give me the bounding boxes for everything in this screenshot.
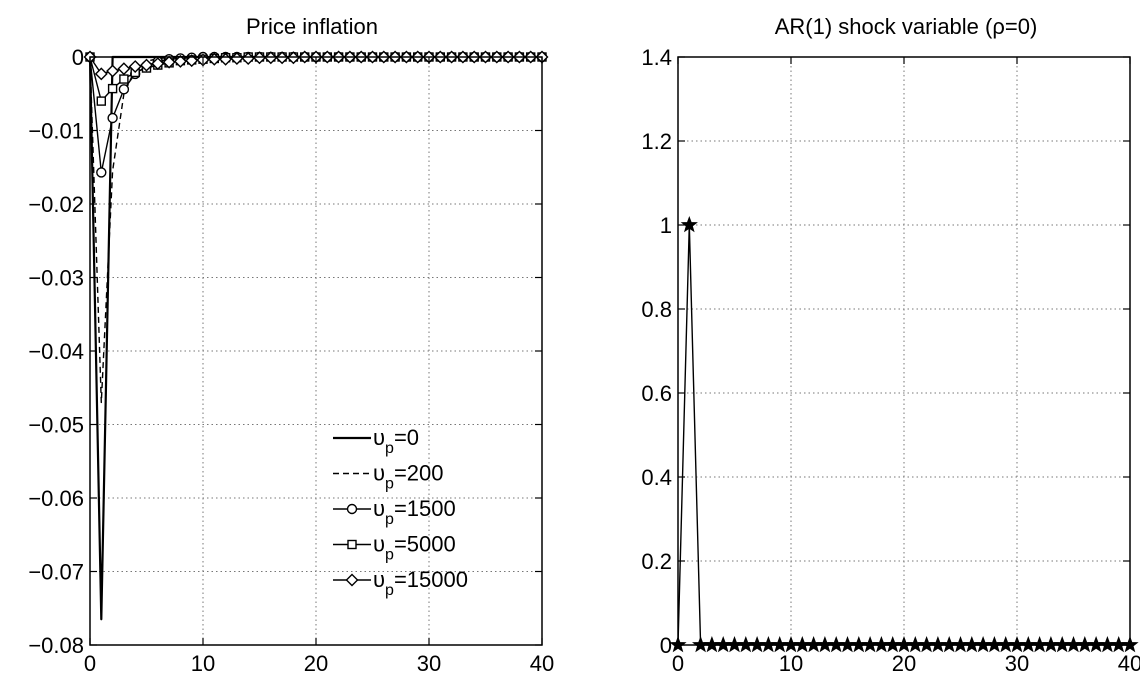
x-tick-label: 30 [417,651,441,676]
y-tick-label: 1.2 [641,129,672,154]
legend-label: υp=200 [373,461,444,493]
y-tick-label: 1.4 [641,45,672,70]
tick-marks [89,56,543,646]
point-4-8 [173,54,187,68]
chart-title: AR(1) shock variable (ρ=0) [775,14,1038,39]
legend-label: υp=1500 [373,496,456,528]
tick-marks [677,56,1131,646]
legend-item-4: υp=15000 [333,567,468,599]
point-4-7 [162,55,176,69]
y-tick-label: −0.01 [28,119,84,144]
x-tick-label: 0 [672,651,684,676]
y-tick-labels: 0 0.2 0.4 0.6 0.8 1 1.2 1.4 [641,45,672,658]
chart-price-inflation: Price inflation 0 −0.01 −0.02 −0.03 −0.04 −0.… [28,14,554,676]
chart-ar1-shock: AR(1) shock variable (ρ=0) 0 0.2 0.4 0.6 0.8… [641,14,1140,676]
x-tick-label: 0 [84,651,96,676]
x-tick-label: 20 [304,651,328,676]
x-tick-label: 40 [1118,651,1140,676]
y-tick-label: −0.08 [28,633,84,658]
y-tick-label: 0.6 [641,381,672,406]
legend-marker [345,573,359,587]
x-tick-label: 10 [191,651,215,676]
legend-label: υp=0 [373,425,419,457]
y-tick-label: 0.2 [641,549,672,574]
y-tick-labels: 0 −0.01 −0.02 −0.03 −0.04 −0.05 −0.06 −0.07 −0.0… [28,45,84,658]
y-tick-label: −0.05 [28,413,84,438]
x-tick-label: 20 [892,651,916,676]
legend-marker [347,539,357,550]
x-tick-label: 40 [530,651,554,676]
legend-item-2: υp=1500 [333,496,456,528]
point-4-2 [106,64,120,78]
y-tick-label: −0.03 [28,266,84,291]
legend-item-1: υp=200 [333,461,444,493]
legend-label: υp=15000 [373,567,468,599]
x-tick-label: 30 [1005,651,1029,676]
point-4-3 [117,62,131,76]
point-4-9 [185,54,199,68]
y-tick-label: 0 [72,45,84,70]
chart-title: Price inflation [246,14,378,39]
y-tick-label: −0.07 [28,560,84,585]
x-tick-labels: 0 10 20 30 40 [84,651,554,676]
legend-marker [346,503,358,515]
legend-item-3: υp=5000 [333,532,456,564]
point-2-1 [96,167,107,178]
point-3-1 [96,96,107,106]
y-tick-label: 0 [660,633,672,658]
point-4-4 [128,60,142,74]
point-2-2 [107,112,118,124]
point-3-2 [107,83,118,94]
legend-item-0: υp=0 [333,425,419,457]
point-4-6 [151,57,165,71]
point-0-1 [680,215,698,233]
point-4-1 [94,67,108,81]
y-tick-label: −0.06 [28,486,84,511]
y-tick-label: −0.04 [28,339,84,364]
grid [678,57,1130,645]
legend-label: υp=5000 [373,532,456,564]
y-tick-label: −0.02 [28,192,84,217]
y-tick-label: 1 [660,213,672,238]
y-tick-label: 0.4 [641,465,672,490]
x-tick-labels: 0 10 20 30 40 [672,651,1140,676]
point-3-3 [119,74,129,84]
point-2-3 [118,84,130,95]
x-tick-label: 10 [779,651,803,676]
point-4-5 [140,58,153,72]
y-tick-label: 0.8 [641,297,672,322]
grid [90,57,542,645]
